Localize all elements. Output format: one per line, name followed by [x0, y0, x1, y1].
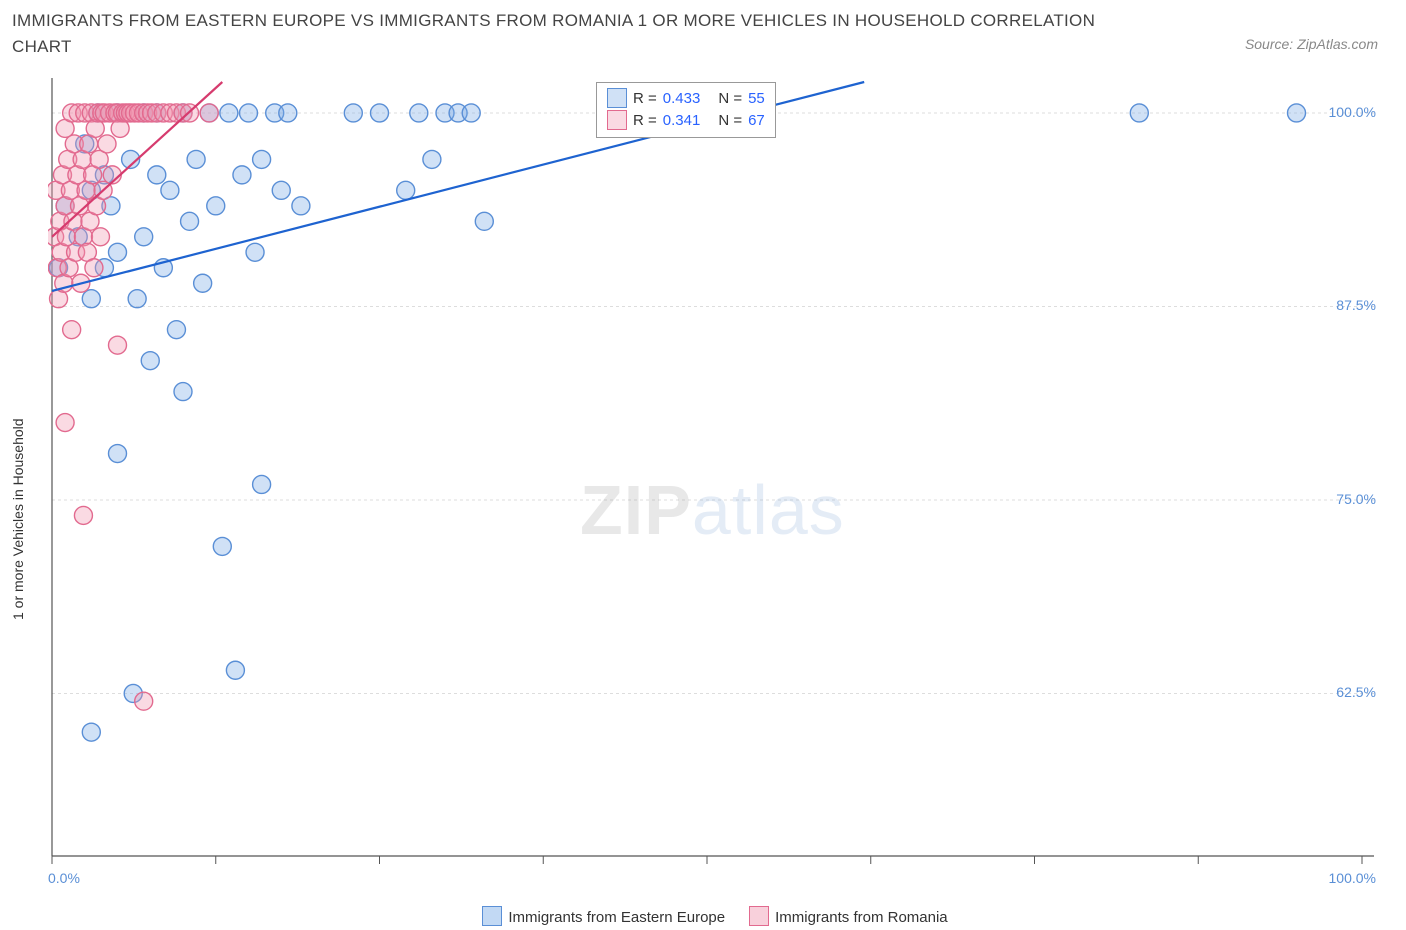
stats-legend: R = 0.433 N = 55 R = 0.341 N = 67 — [596, 82, 776, 138]
legend-swatch — [482, 906, 502, 926]
page-title: IMMIGRANTS FROM EASTERN EUROPE VS IMMIGR… — [12, 8, 1112, 59]
y-tick-label: 100.0% — [1329, 104, 1376, 120]
legend-row: R = 0.433 N = 55 — [607, 87, 765, 109]
legend-series-label: Immigrants from Eastern Europe — [508, 909, 725, 926]
y-tick-label: 87.5% — [1336, 297, 1376, 313]
legend-r-value: 0.341 — [663, 112, 701, 129]
bottom-legend: Immigrants from Eastern Europe Immigrants… — [0, 906, 1406, 926]
legend-series-label: Immigrants from Romania — [775, 909, 948, 926]
y-tick-label: 62.5% — [1336, 684, 1376, 700]
legend-swatch — [607, 110, 627, 130]
legend-r-value: 0.433 — [663, 90, 701, 107]
legend-r-label: R = — [633, 112, 657, 129]
y-tick-label: 75.0% — [1336, 491, 1376, 507]
y-axis-title: 1 or more Vehicles in Household — [10, 418, 26, 620]
legend-n-label: N = — [718, 90, 742, 107]
legend-swatch — [749, 906, 769, 926]
x-tick-label: 100.0% — [1329, 870, 1376, 886]
legend-row: R = 0.341 N = 67 — [607, 109, 765, 131]
legend-n-value: 67 — [748, 112, 765, 129]
legend-n-value: 55 — [748, 90, 765, 107]
source-attribution: Source: ZipAtlas.com — [1245, 36, 1378, 52]
legend-swatch — [607, 88, 627, 108]
scatter-chart — [48, 78, 1378, 868]
x-tick-label: 0.0% — [48, 870, 80, 886]
legend-n-label: N = — [718, 112, 742, 129]
legend-r-label: R = — [633, 90, 657, 107]
